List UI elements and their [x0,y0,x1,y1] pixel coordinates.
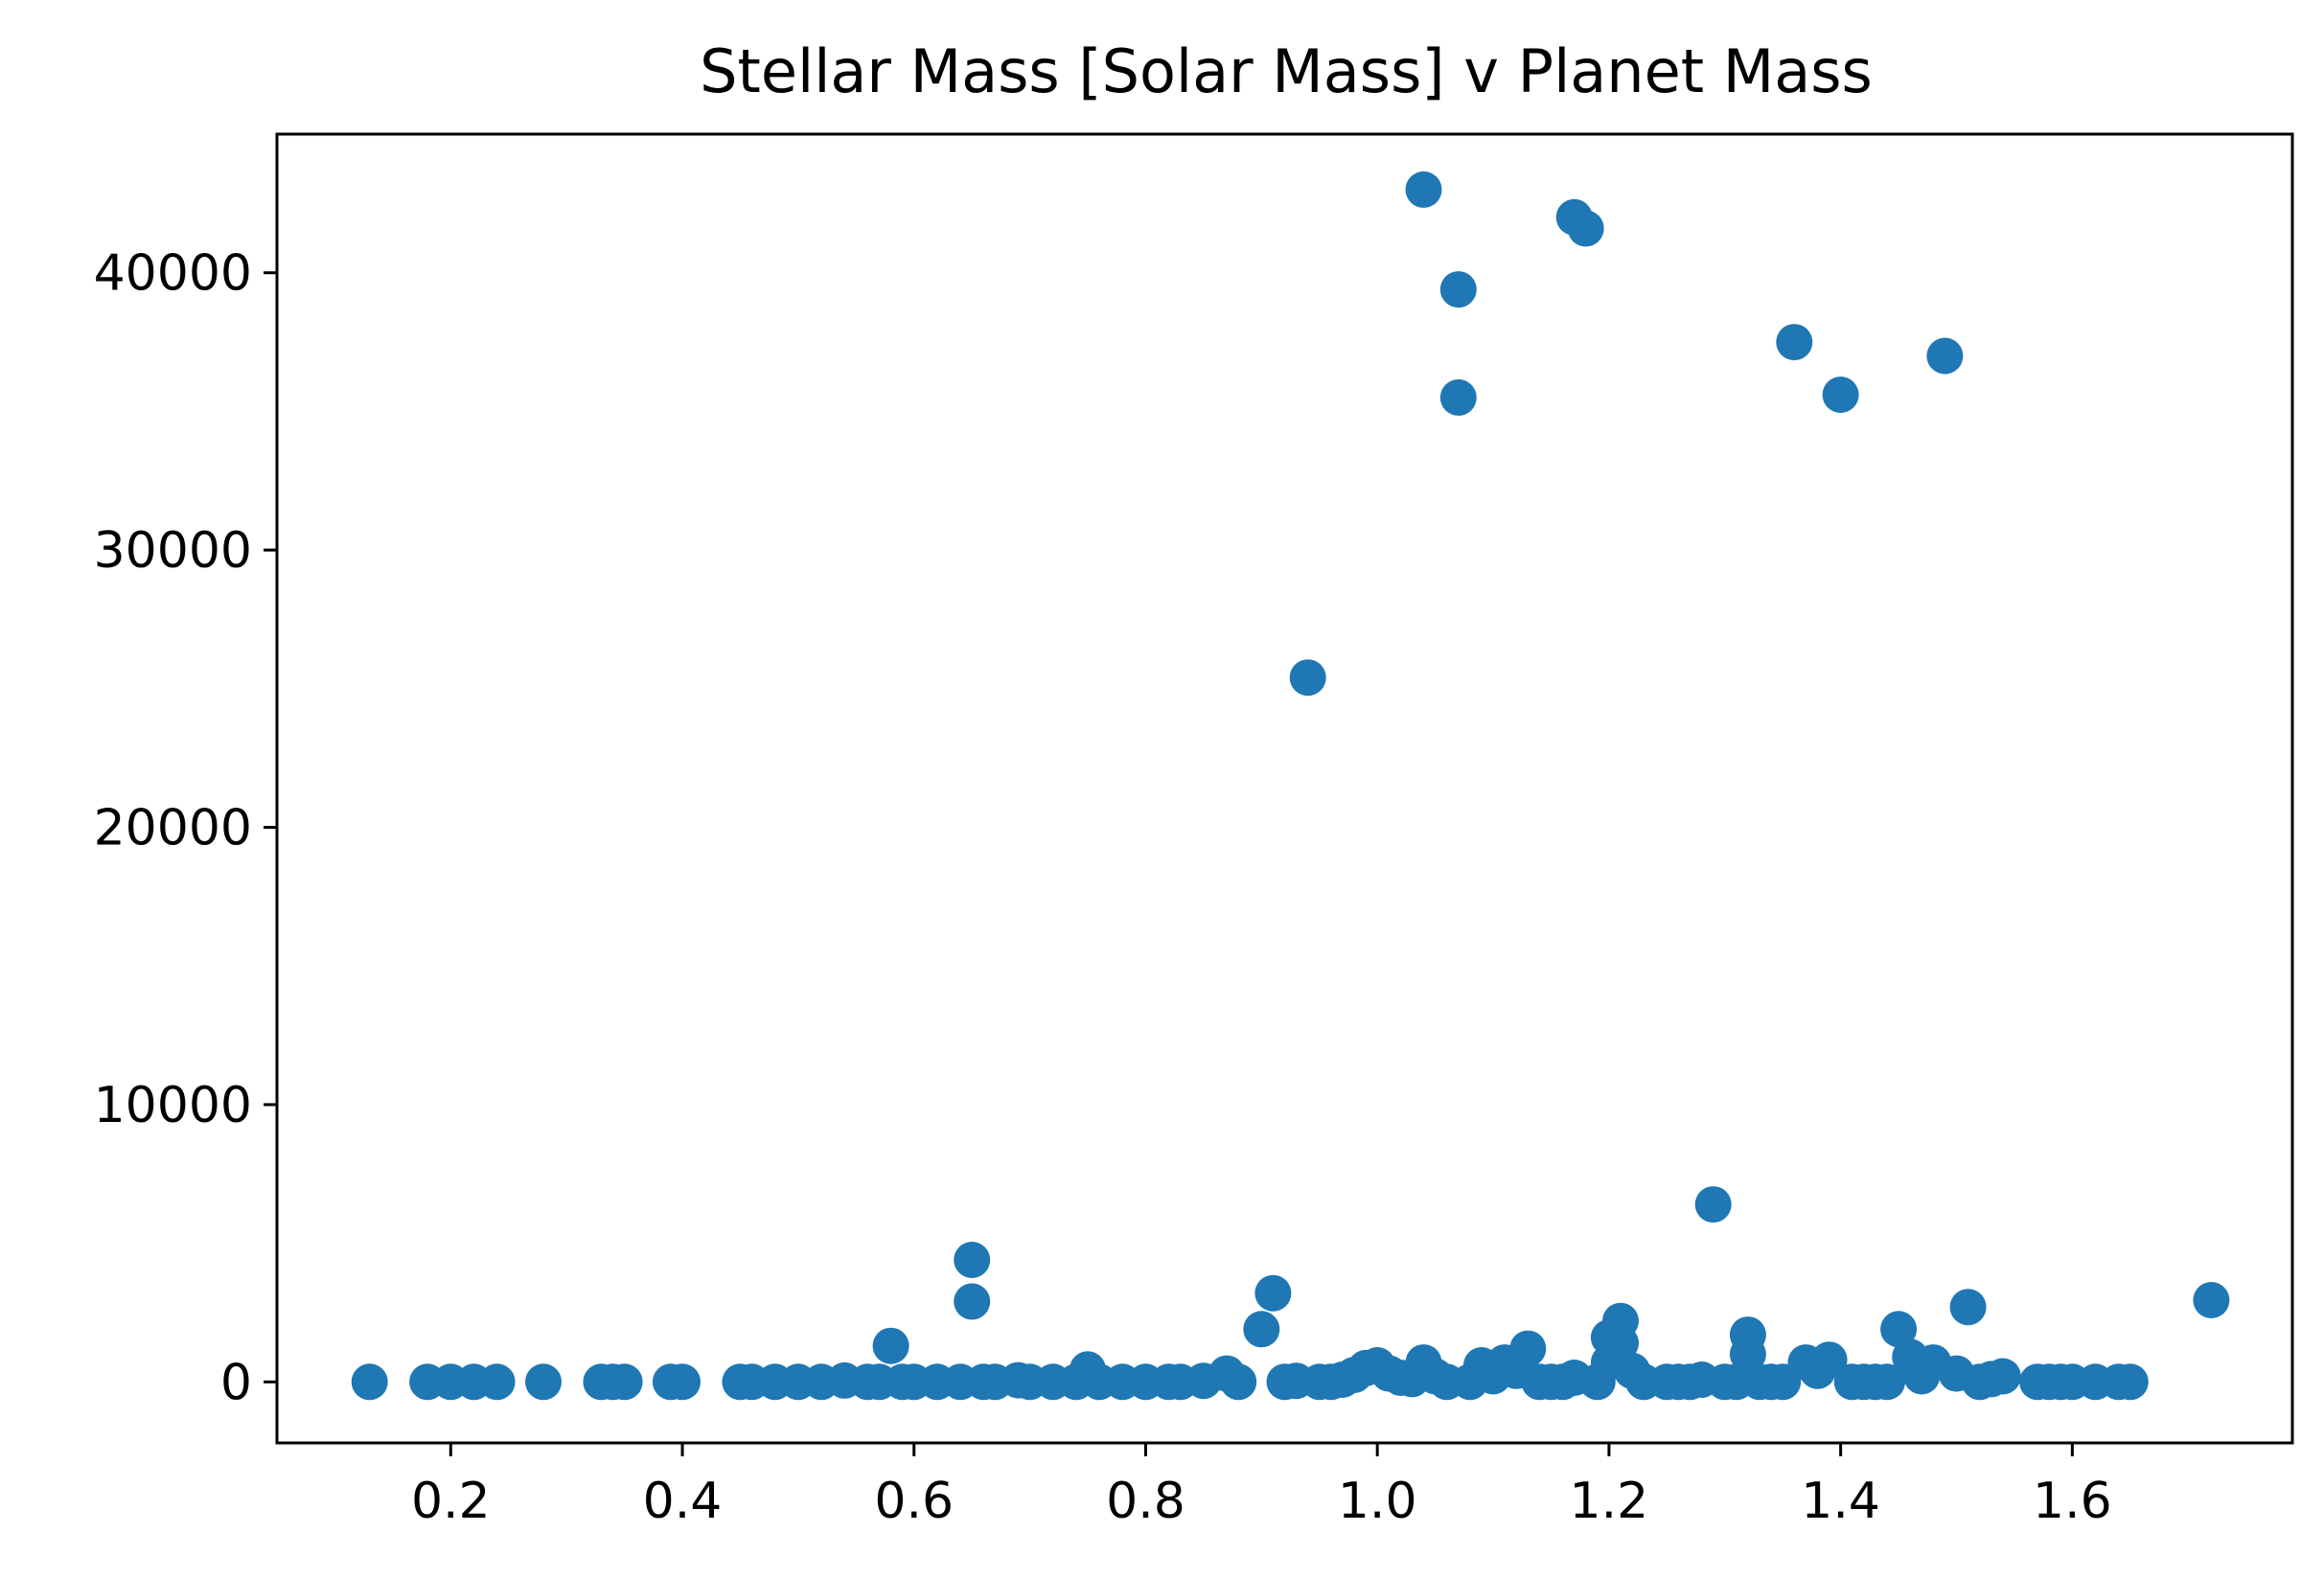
x-tick-label-0: 0.2 [411,1473,491,1530]
x-tick-label-6: 1.4 [1801,1473,1880,1530]
data-point-105 [1926,337,1964,375]
y-tick-label-1: 10000 [94,1077,252,1134]
data-point-66 [1509,1330,1547,1367]
data-point-10 [664,1363,701,1401]
x-tick-label-5: 1.2 [1570,1473,1649,1530]
data-point-72 [1567,210,1604,247]
data-points [351,171,2230,1401]
data-point-25 [954,1283,991,1320]
x-tick-label-3: 0.8 [1106,1473,1185,1530]
data-point-118 [2193,1282,2230,1318]
y-tick-label-4: 40000 [94,245,252,303]
data-point-41 [1243,1311,1280,1348]
x-tick-label-4: 1.0 [1338,1473,1417,1530]
data-point-8 [606,1363,643,1401]
data-point-56 [1405,171,1442,208]
data-point-42 [1254,1274,1292,1312]
data-point-19 [872,1327,909,1364]
y-tick-label-0: 0 [220,1354,252,1411]
data-point-101 [1880,1311,1918,1348]
data-point-107 [1949,1289,1987,1326]
data-point-4 [478,1363,516,1401]
data-point-77 [1602,1324,1639,1361]
y-tick-label-2: 20000 [94,800,252,858]
x-tick-label-1: 0.4 [643,1473,723,1530]
data-point-0 [351,1363,388,1401]
data-point-59 [1439,271,1477,309]
plot-frame [275,132,2294,1445]
data-point-24 [954,1242,991,1278]
data-point-60 [1439,378,1477,416]
data-point-110 [1984,1358,2021,1395]
data-point-95 [1810,1341,1848,1379]
data-point-40 [1220,1363,1257,1401]
data-point-5 [525,1363,562,1401]
chart-title: Stellar Mass [Solar Mass] v Planet Mass [700,36,1873,106]
data-point-117 [2111,1363,2149,1401]
data-point-92 [1776,324,1813,361]
data-point-96 [1822,377,1859,413]
data-point-84 [1694,1186,1732,1224]
x-tick-label-7: 1.6 [2033,1473,2112,1530]
data-point-100 [1869,1363,1905,1401]
y-axis-ticks: 0 10000 20000 30000 40000 [94,245,277,1411]
x-tick-label-2: 0.6 [874,1473,954,1530]
x-axis-ticks: 0.2 0.4 0.6 0.8 1.0 1.2 1.4 1.6 [411,1443,2112,1530]
y-tick-label-3: 30000 [94,522,252,580]
data-point-45 [1289,659,1326,697]
data-point-88 [1729,1336,1766,1373]
